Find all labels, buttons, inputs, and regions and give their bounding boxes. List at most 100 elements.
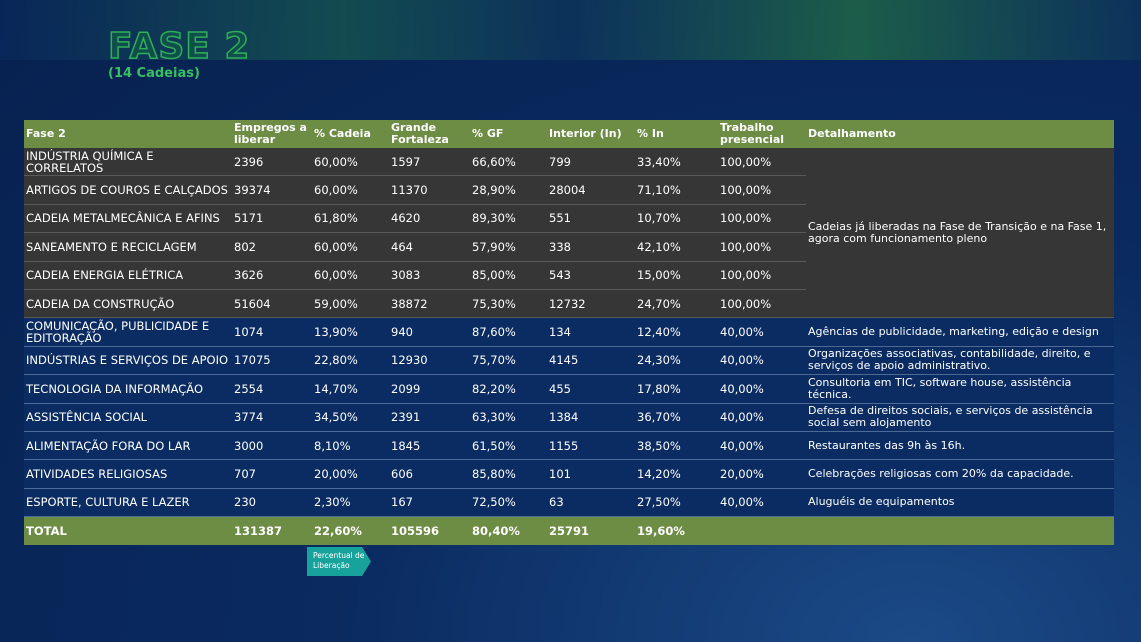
row: CADEIA ENERGIA ELÉTRICA 3626 60,00% 3083 85,… xyxy=(24,261,1114,290)
cell: 40,00% xyxy=(718,374,806,404)
row: TECNOLOGIA DA INFORMAÇÃO 2554 14,70% 2099 82… xyxy=(24,374,1114,404)
detail-cell: Aluguéis de equipamentos xyxy=(806,488,1114,518)
cell: 940 xyxy=(389,317,470,347)
cell: 1074 xyxy=(232,317,312,347)
cell: 802 xyxy=(232,232,312,262)
cell: CADEIA DA CONSTRUÇÃO xyxy=(24,289,232,319)
detail-cell: Restaurantes das 9h às 16h. xyxy=(806,431,1114,461)
cell: 51604 xyxy=(232,289,312,319)
cell: 61,50% xyxy=(470,431,547,461)
cell: INDÚSTRIA QUÍMICA E CORRELATOS xyxy=(24,148,232,177)
cell: 4620 xyxy=(389,204,470,234)
cell: 38872 xyxy=(389,289,470,319)
total-cell: 22,60% xyxy=(312,516,389,546)
row: ASSISTÊNCIA SOCIAL 3774 34,50% 2391 63,30% 13… xyxy=(24,403,1114,432)
total-cell: 105596 xyxy=(389,516,470,546)
cell: 82,20% xyxy=(470,374,547,404)
cell: 338 xyxy=(547,232,635,262)
cell: 464 xyxy=(389,232,470,262)
column-header: Trabalho presencial xyxy=(718,120,806,148)
cell: 167 xyxy=(389,488,470,518)
cell: 15,00% xyxy=(635,261,718,290)
cell: 12930 xyxy=(389,346,470,376)
cell: 2099 xyxy=(389,374,470,404)
cell: 85,00% xyxy=(470,261,547,290)
cell: 17075 xyxy=(232,346,312,376)
cell: 34,50% xyxy=(312,403,389,432)
cell: 100,00% xyxy=(718,175,806,205)
header-row: Fase 2 Empregos a liberar% Cadeia Grande F… xyxy=(24,120,1114,148)
detail-cell: Celebrações religiosas com 20% da capaci… xyxy=(806,459,1114,489)
cell: 60,00% xyxy=(312,148,389,177)
column-header: Fase 2 xyxy=(24,120,232,148)
cell: 5171 xyxy=(232,204,312,234)
cell: 551 xyxy=(547,204,635,234)
cell: 100,00% xyxy=(718,261,806,290)
row: SANEAMENTO E RECICLAGEM 802 60,00% 464 57,90… xyxy=(24,232,1114,262)
cell: 85,80% xyxy=(470,459,547,489)
cell: 60,00% xyxy=(312,175,389,205)
column-header: Interior (In) xyxy=(547,120,635,148)
cell: 14,20% xyxy=(635,459,718,489)
cell: 10,70% xyxy=(635,204,718,234)
cell: 40,00% xyxy=(718,317,806,347)
column-header: Empregos a liberar xyxy=(232,120,312,148)
cell: 75,30% xyxy=(470,289,547,319)
cell: 4145 xyxy=(547,346,635,376)
cell: 87,60% xyxy=(470,317,547,347)
row: INDÚSTRIA QUÍMICA E CORRELATOS 2396 60,00%… xyxy=(24,148,1114,319)
cell: 71,10% xyxy=(635,175,718,205)
cell: 100,00% xyxy=(718,148,806,177)
cell: 1845 xyxy=(389,431,470,461)
cell: 2,30% xyxy=(312,488,389,518)
detail-cell: Defesa de direitos sociais, e serviços d… xyxy=(806,403,1114,432)
cell: 27,50% xyxy=(635,488,718,518)
cell: ATIVIDADES RELIGIOSAS xyxy=(24,459,232,489)
cell: 42,10% xyxy=(635,232,718,262)
callout: Percentual de Liberação xyxy=(307,547,371,576)
row: ESPORTE, CULTURA E LAZER 230 2,30% 167 72,50… xyxy=(24,488,1114,518)
cell: 59,00% xyxy=(312,289,389,319)
cell: 134 xyxy=(547,317,635,347)
cell: 38,50% xyxy=(635,431,718,461)
cell: SANEAMENTO E RECICLAGEM xyxy=(24,232,232,262)
cell: 2554 xyxy=(232,374,312,404)
cell: 60,00% xyxy=(312,261,389,290)
cell: 13,90% xyxy=(312,317,389,347)
cell: 24,30% xyxy=(635,346,718,376)
row: CADEIA METALMECÂNICA E AFINS 5171 61,80% 46… xyxy=(24,204,1114,234)
cell: 3000 xyxy=(232,431,312,461)
row: CADEIA DA CONSTRUÇÃO 51604 59,00% 38872 75,3… xyxy=(24,289,1114,319)
total-cell: 80,40% xyxy=(470,516,547,546)
cell: 12732 xyxy=(547,289,635,319)
cell: 39374 xyxy=(232,175,312,205)
total-cell: 19,60% xyxy=(635,516,718,546)
cell: 22,80% xyxy=(312,346,389,376)
cell: 3626 xyxy=(232,261,312,290)
detail-cell: Agências de publicidade, marketing, ediç… xyxy=(806,317,1114,347)
row: INDÚSTRIAS E SERVIÇOS DE APOIO 17075 22,80… xyxy=(24,346,1114,376)
cell: 799 xyxy=(547,148,635,177)
column-header: % GF xyxy=(470,120,547,148)
cell: 20,00% xyxy=(312,459,389,489)
column-header: % In xyxy=(635,120,718,148)
cell: 89,30% xyxy=(470,204,547,234)
cell: 72,50% xyxy=(470,488,547,518)
cell: 75,70% xyxy=(470,346,547,376)
cell: 1155 xyxy=(547,431,635,461)
cell: ESPORTE, CULTURA E LAZER xyxy=(24,488,232,518)
cell: 63,30% xyxy=(470,403,547,432)
cell: 12,40% xyxy=(635,317,718,347)
total-cell: 25791 xyxy=(547,516,635,546)
cell: 28004 xyxy=(547,175,635,205)
detail-cell: Cadeias já liberadas na Fase de Transiçã… xyxy=(806,148,1114,319)
row: ARTIGOS DE COUROS E CALÇADOS 39374 60,00% 1… xyxy=(24,175,1114,205)
cell: ARTIGOS DE COUROS E CALÇADOS xyxy=(24,175,232,205)
cell: 40,00% xyxy=(718,403,806,432)
cell: 66,60% xyxy=(470,148,547,177)
cell: 63 xyxy=(547,488,635,518)
cell: 36,70% xyxy=(635,403,718,432)
cell: CADEIA ENERGIA ELÉTRICA xyxy=(24,261,232,290)
column-header: % Cadeia xyxy=(312,120,389,148)
